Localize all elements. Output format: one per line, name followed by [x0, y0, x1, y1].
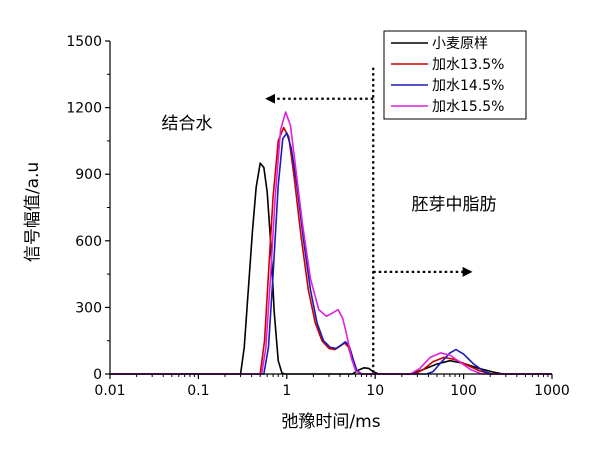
annotation-germ-fat: 胚芽中脂肪 — [412, 195, 497, 215]
legend-label-0: 小麦原样 — [432, 36, 488, 52]
x-tick-label: 0.01 — [94, 383, 125, 399]
x-axis-title: 弛豫时间/ms — [281, 412, 380, 432]
series-line-2 — [110, 132, 552, 375]
y-tick-label: 1200 — [66, 101, 102, 117]
y-axis-title: 信号幅值/a.u — [23, 162, 43, 262]
legend-box — [383, 30, 527, 120]
y-tick-label: 300 — [75, 300, 102, 316]
y-tick-label: 900 — [75, 167, 102, 183]
x-tick-label: 1000 — [534, 383, 570, 399]
annotation-bound-water: 结合水 — [162, 114, 213, 134]
legend: 小麦原样 加水13.5% 加水14.5% 加水15.5% — [383, 30, 527, 120]
series-line-3 — [110, 111, 552, 375]
y-tick-label: 1500 — [66, 34, 102, 50]
series-line-1 — [110, 126, 552, 375]
y-tick-label: 0 — [93, 367, 102, 383]
legend-label-2: 加水14.5% — [432, 78, 504, 94]
x-tick-label: 1 — [282, 383, 291, 399]
axes: 0 300 600 900 1200 1500 0.01 0.1 1 10 100 1000 — [66, 34, 569, 399]
plot-area — [110, 67, 552, 375]
x-tick-label: 0.1 — [187, 383, 209, 399]
x-tick-label: 10 — [366, 383, 384, 399]
y-tick-label: 600 — [75, 234, 102, 250]
legend-label-3: 加水15.5% — [432, 99, 504, 115]
legend-label-1: 加水13.5% — [432, 57, 504, 73]
x-tick-label: 100 — [450, 383, 477, 399]
